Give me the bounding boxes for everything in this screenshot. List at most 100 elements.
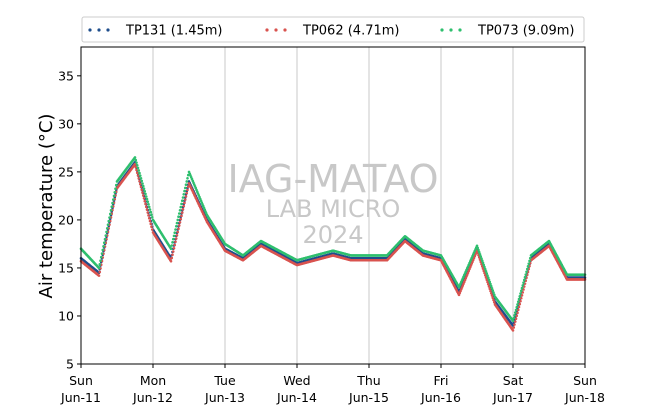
data-point — [177, 212, 181, 215]
data-point — [516, 308, 520, 312]
data-point — [134, 165, 138, 169]
x-tick-label-date: Jun-13 — [204, 390, 245, 405]
data-point — [513, 314, 516, 317]
data-point — [171, 253, 174, 257]
data-point — [528, 256, 532, 260]
data-point — [135, 161, 138, 164]
data-point — [149, 210, 153, 214]
data-point — [487, 278, 491, 282]
data-point — [180, 202, 183, 206]
x-tick-label-date: Jun-18 — [564, 390, 605, 405]
data-point — [149, 222, 153, 226]
legend-item: TP131 (1.45m) — [88, 24, 222, 39]
data-point — [489, 282, 492, 286]
data-point — [138, 174, 142, 177]
data-point — [140, 188, 144, 192]
data-point — [516, 303, 519, 306]
data-point — [150, 225, 153, 229]
data-point — [489, 284, 493, 288]
grid — [152, 47, 514, 364]
data-point — [177, 215, 180, 219]
data-point — [515, 305, 519, 309]
data-point — [176, 230, 180, 234]
data-point — [488, 287, 492, 291]
data-point — [516, 300, 520, 304]
data-point — [105, 227, 109, 230]
data-point — [517, 297, 521, 301]
data-point — [518, 302, 522, 306]
data-point — [186, 176, 189, 180]
legend-marker — [274, 28, 278, 32]
data-point — [138, 179, 141, 183]
data-point — [147, 203, 150, 206]
x-tick-label-day: Sun — [573, 373, 597, 388]
data-point — [97, 274, 101, 277]
data-point — [139, 176, 143, 180]
data-point — [147, 214, 150, 217]
data-point — [109, 209, 113, 212]
data-point — [134, 158, 138, 162]
data-point — [147, 216, 151, 220]
data-point — [141, 184, 145, 188]
data-point — [186, 188, 189, 192]
data-point — [483, 267, 487, 271]
data-point — [105, 230, 108, 234]
legend-marker — [265, 28, 269, 32]
data-point — [491, 289, 495, 292]
data-point — [111, 198, 115, 201]
data-point — [517, 305, 521, 309]
data-point — [492, 300, 496, 304]
data-point — [527, 262, 531, 265]
data-point — [483, 274, 487, 277]
x-tick-label-date: Jun-16 — [420, 390, 461, 405]
data-point — [143, 189, 147, 193]
data-point — [135, 168, 138, 172]
data-point — [488, 280, 492, 284]
legend-marker — [440, 28, 444, 32]
data-point — [181, 196, 185, 199]
data-point — [177, 227, 180, 231]
y-axis-title: Air temperature (°C) — [36, 114, 57, 299]
data-point — [100, 252, 104, 255]
data-point — [108, 212, 112, 216]
data-point — [522, 278, 526, 282]
data-point — [112, 194, 116, 198]
data-point — [141, 194, 145, 197]
y-tick-label: 35 — [58, 68, 74, 83]
x-tick-label-day: Thu — [356, 373, 380, 388]
data-point — [136, 174, 140, 177]
series-tp073 — [79, 156, 587, 323]
data-point — [110, 205, 114, 208]
data-point — [492, 293, 496, 296]
data-point — [133, 156, 137, 159]
data-point — [172, 234, 176, 238]
data-point — [476, 246, 480, 250]
data-point — [180, 214, 183, 218]
data-point — [516, 311, 519, 315]
data-point — [183, 198, 187, 201]
data-point — [135, 163, 139, 167]
legend-marker — [106, 28, 110, 32]
data-point — [176, 218, 180, 222]
data-point — [480, 257, 483, 260]
data-point — [489, 289, 492, 293]
x-tick-label-date: Jun-11 — [60, 390, 101, 405]
y-tick-label: 25 — [58, 164, 74, 179]
data-point — [107, 219, 111, 223]
data-point — [528, 259, 531, 263]
data-point — [485, 278, 489, 282]
data-point — [150, 216, 154, 219]
x-tick-label-date: Jun-14 — [276, 390, 317, 405]
data-point — [477, 248, 480, 252]
y-tick-label: 5 — [66, 357, 74, 372]
x-tick-label-day: Sat — [503, 373, 524, 388]
data-point — [184, 183, 188, 186]
data-point — [186, 185, 190, 188]
data-point — [102, 241, 106, 245]
x-tick-label-day: Fri — [434, 373, 449, 388]
data-point — [489, 291, 493, 295]
data-point — [483, 265, 486, 269]
data-point — [175, 233, 179, 237]
data-point — [491, 296, 495, 300]
data-point — [174, 240, 177, 244]
